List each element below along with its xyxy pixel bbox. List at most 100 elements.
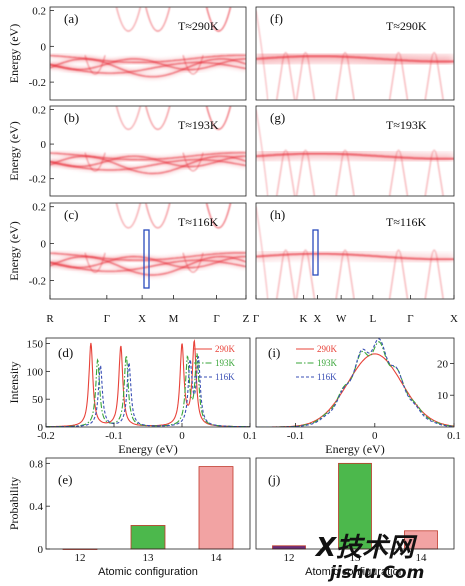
x-tick-label: -0.2 [37,430,54,442]
y-axis-label: Intensity [7,362,21,404]
temperature-label: T≈193K [386,118,427,132]
legend-label: 193K [215,358,236,368]
upper-band [205,203,232,229]
panel-frame [255,337,455,428]
temperature-label: T≈193K [178,118,219,132]
y-tick-label: 0 [38,544,44,556]
bar-panel-j: 12 13 14 (j) Atomic configuration [255,457,455,578]
x-tick-label: Γ [104,313,110,325]
dispersive-band [276,249,296,299]
y-tick-label: 0.4 [29,501,43,513]
bar-13 [130,525,166,550]
band-intensity [50,203,246,299]
bar-14 [198,466,234,550]
upper-band [115,203,141,229]
band-intensity [50,7,246,100]
band-panel-c: (c) T≈116K 0.2 0 -0.2 Energy (eV) R Γ X M Γ Z [7,202,250,325]
lower-band [182,55,204,75]
y-tick-label: 0.2 [32,6,46,18]
x-tick-label: 13 [143,552,155,564]
band-line [50,255,246,269]
band-line [50,54,246,63]
panel-label: (a) [64,11,78,26]
upper-band [205,7,232,32]
x-tick-label: R [46,313,54,325]
y-tick-label: 100 [27,366,44,378]
watermark-line1: X技术网 [314,533,418,563]
highlight-box-h [312,229,319,276]
y-tick-label: 0.8 [29,458,43,470]
panel-bg [50,7,246,100]
temperature-label: T≈116K [386,215,426,229]
panel-label: (e) [58,472,72,487]
panel-bg [256,203,454,299]
y-tick-label: 20 [437,358,449,370]
x-tick-label: Γ [253,313,259,325]
dispersive-band [276,52,296,100]
legend-label: 290K [317,344,338,354]
curves [256,338,454,427]
panel-label: (f) [270,11,283,26]
y-axis-label: Probability [7,477,21,530]
band-line [50,58,246,71]
dispersive-band [295,52,316,100]
y-tick-label: 50 [32,394,44,406]
lower-band [84,252,106,273]
panel-frame [255,6,455,101]
panel-label: (i) [268,345,280,360]
x-axis-label: Atomic configuration [305,566,405,578]
edge-band [256,206,269,299]
spectral-panel-i: (i) -0.1 0 0.1 Energy (eV) 10 20 290K 193K 116K [255,337,461,456]
panel-label: (g) [270,110,285,125]
temperature-label: T≈116K [178,215,218,229]
dispersive-band [424,52,444,100]
panel-frame [255,457,455,550]
dispersive-band [295,149,316,196]
upper-band [115,7,141,32]
panel-label: (d) [58,345,73,360]
flat-band [256,55,454,63]
panel-frame [45,457,251,550]
y-tick-label: 0 [38,422,44,434]
y-tick-label: -0.2 [29,174,46,186]
dispersive-band [295,249,316,299]
x-tick-label: 0 [372,430,378,442]
panel-label: (j) [268,472,280,487]
x-tick-label: L [369,313,376,325]
dispersive-band [389,249,409,299]
dispersive-band [335,249,355,299]
upper-band [205,106,232,130]
band-intensity [256,203,454,299]
x-tick-label: 14 [211,552,223,564]
dispersive-band [389,52,409,100]
upper-band [145,7,171,32]
bar-13 [338,462,372,550]
dispersive-band [424,249,444,299]
panel-label: (h) [270,207,285,222]
watermark-line2: jishu.Com [327,563,424,583]
panel-frame [45,337,251,428]
upper-band [145,106,171,130]
x-tick-label: X [313,313,321,325]
panel-frame [255,202,455,300]
x-tick-label: X [450,313,458,325]
series-line-116K [256,338,454,427]
flat-band [256,152,454,160]
x-tick-label: 12 [284,552,295,564]
panel-bg [50,106,246,196]
dispersive-band [276,149,296,196]
band-line [50,152,246,161]
band-panel-f: (f) T≈290K [255,6,455,101]
x-tick-label: K [300,313,308,325]
band-intensity [50,106,246,196]
y-axis-label: Energy (eV) [7,24,21,83]
legend-label: 290K [215,344,236,354]
edge-band [256,10,269,100]
x-tick-label: X [138,313,146,325]
x-tick-label: 0.1 [243,430,257,442]
